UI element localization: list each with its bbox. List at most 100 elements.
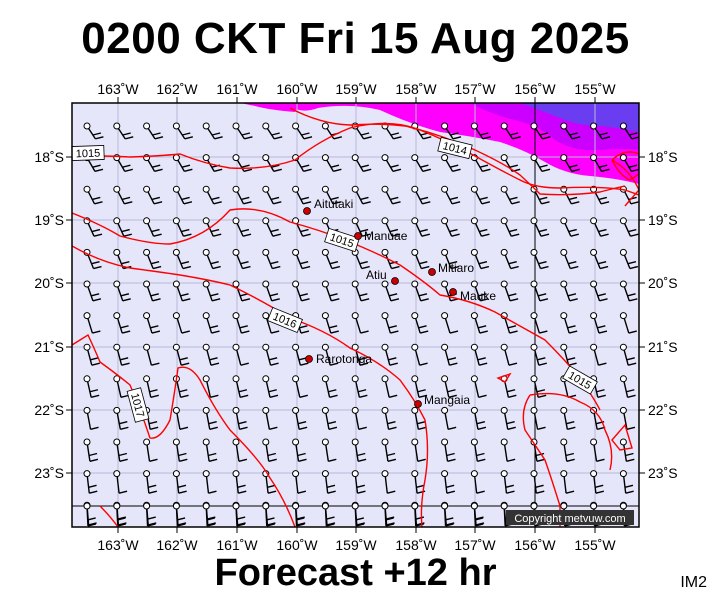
place-mangaia[interactable]: Mangaia: [414, 393, 471, 408]
wind-barb: [381, 217, 401, 237]
wind-barb: [500, 248, 519, 270]
wind-barb: [262, 502, 275, 527]
wind-barb: [381, 280, 400, 302]
lon-label: 160˚W: [276, 81, 318, 97]
wind-barb: [619, 438, 635, 462]
wind-barb: [202, 343, 220, 366]
lon-label: 163˚W: [97, 81, 139, 97]
place-manuae[interactable]: Manuae: [354, 229, 408, 243]
place-marker: [428, 268, 436, 276]
wind-barb: [590, 154, 610, 173]
place-mitiaro[interactable]: Mitiaro: [428, 261, 475, 276]
wind-barb: [619, 343, 637, 366]
lon-label: 158˚W: [395, 81, 437, 97]
wind-barb: [530, 122, 551, 140]
place-atiu[interactable]: Atiu: [366, 268, 399, 285]
wind-barb: [590, 122, 611, 140]
place-label: Mauke: [460, 289, 496, 303]
wind-barb: [441, 217, 460, 237]
wind-barb: [411, 438, 426, 462]
wind-barb: [321, 502, 335, 527]
wind-barb: [411, 312, 429, 334]
wind-barb: [381, 312, 399, 334]
wind-barb: [143, 375, 159, 398]
place-mauke[interactable]: Mauke: [449, 288, 497, 304]
wind-barb: [470, 343, 488, 366]
lon-labels-bottom: 163˚W 162˚W 161˚W 160˚W 159˚W 158˚W 157˚…: [97, 537, 616, 553]
wind-barb: [292, 438, 307, 462]
wind-barb: [530, 470, 545, 494]
svg-text:1014: 1014: [441, 140, 468, 158]
wind-barb: [619, 248, 639, 270]
lat-label: 22˚S: [34, 402, 64, 418]
wind-barb: [441, 406, 457, 431]
wind-barb: [441, 248, 460, 270]
wind-barb: [441, 470, 456, 494]
wind-barb: [381, 375, 398, 398]
wind-barb: [292, 248, 311, 270]
wind-barb: [530, 280, 549, 302]
wind-barb: [321, 438, 337, 462]
wind-barb: [560, 470, 575, 494]
isobar-1015-north: [72, 122, 639, 196]
wind-barb: [470, 185, 491, 205]
wind-barb: [321, 343, 339, 366]
wind-barb: [232, 406, 248, 431]
rain-area-light-top: [240, 103, 300, 112]
wind-barb: [441, 122, 462, 140]
wind-barb: [172, 217, 192, 237]
wind-barb: [262, 312, 280, 334]
forecast-label: Forecast +12 hr: [214, 552, 497, 594]
wind-barb: [500, 406, 516, 431]
isobar-1017-b: [99, 505, 119, 527]
wind-barb: [500, 343, 518, 366]
wind-barb: [232, 438, 248, 462]
place-marker: [414, 400, 422, 408]
lon-label: 157˚W: [454, 81, 496, 97]
wind-barb: [113, 502, 126, 527]
isobar-1014: [289, 107, 626, 196]
wind-barb: [470, 438, 486, 462]
wind-barb: [441, 185, 461, 205]
place-label: Atiu: [366, 268, 387, 282]
lon-label: 155˚W: [574, 537, 616, 553]
place-aitutaki[interactable]: Aitutaki: [303, 197, 354, 215]
lon-label: 160˚W: [276, 537, 318, 553]
wind-barb: [113, 343, 130, 366]
wind-barb: [500, 280, 519, 302]
wind-barb: [262, 406, 278, 431]
tick-marks: [66, 97, 645, 533]
wind-barb: [321, 185, 342, 205]
wind-barb: [262, 122, 283, 140]
wind-barb: [292, 280, 310, 302]
wind-barb: [590, 280, 608, 302]
wind-barb: [500, 122, 521, 140]
wind-barb: [321, 406, 338, 431]
wind-barb: [530, 312, 548, 334]
wind-barb: [262, 217, 281, 237]
lon-label: 162˚W: [156, 81, 198, 97]
wind-barb: [441, 343, 458, 366]
wind-barb: [143, 217, 162, 237]
wind-barb: [530, 217, 550, 237]
rain-shading: [240, 103, 639, 184]
wind-barb: [143, 280, 161, 302]
isobar-1017: [72, 333, 296, 527]
wind-barb: [470, 502, 484, 527]
wind-barb: [619, 122, 639, 140]
svg-text:Copyright metvuw.com: Copyright metvuw.com: [514, 513, 625, 525]
lon-label: 157˚W: [454, 537, 496, 553]
wind-barb: [232, 375, 249, 398]
wind-barb: [351, 280, 370, 302]
wind-barb: [441, 375, 457, 398]
isobars: [72, 107, 639, 527]
wind-barb: [202, 248, 221, 270]
isobar-1015-mid: [72, 208, 601, 411]
wind-barb: [470, 217, 490, 237]
wind-barb: [292, 122, 313, 140]
wind-barb: [113, 312, 131, 334]
place-marker: [449, 288, 457, 296]
wind-barb: [83, 122, 104, 140]
place-rarotonga[interactable]: Rarotonga: [305, 352, 373, 366]
wind-barb: [232, 502, 246, 527]
